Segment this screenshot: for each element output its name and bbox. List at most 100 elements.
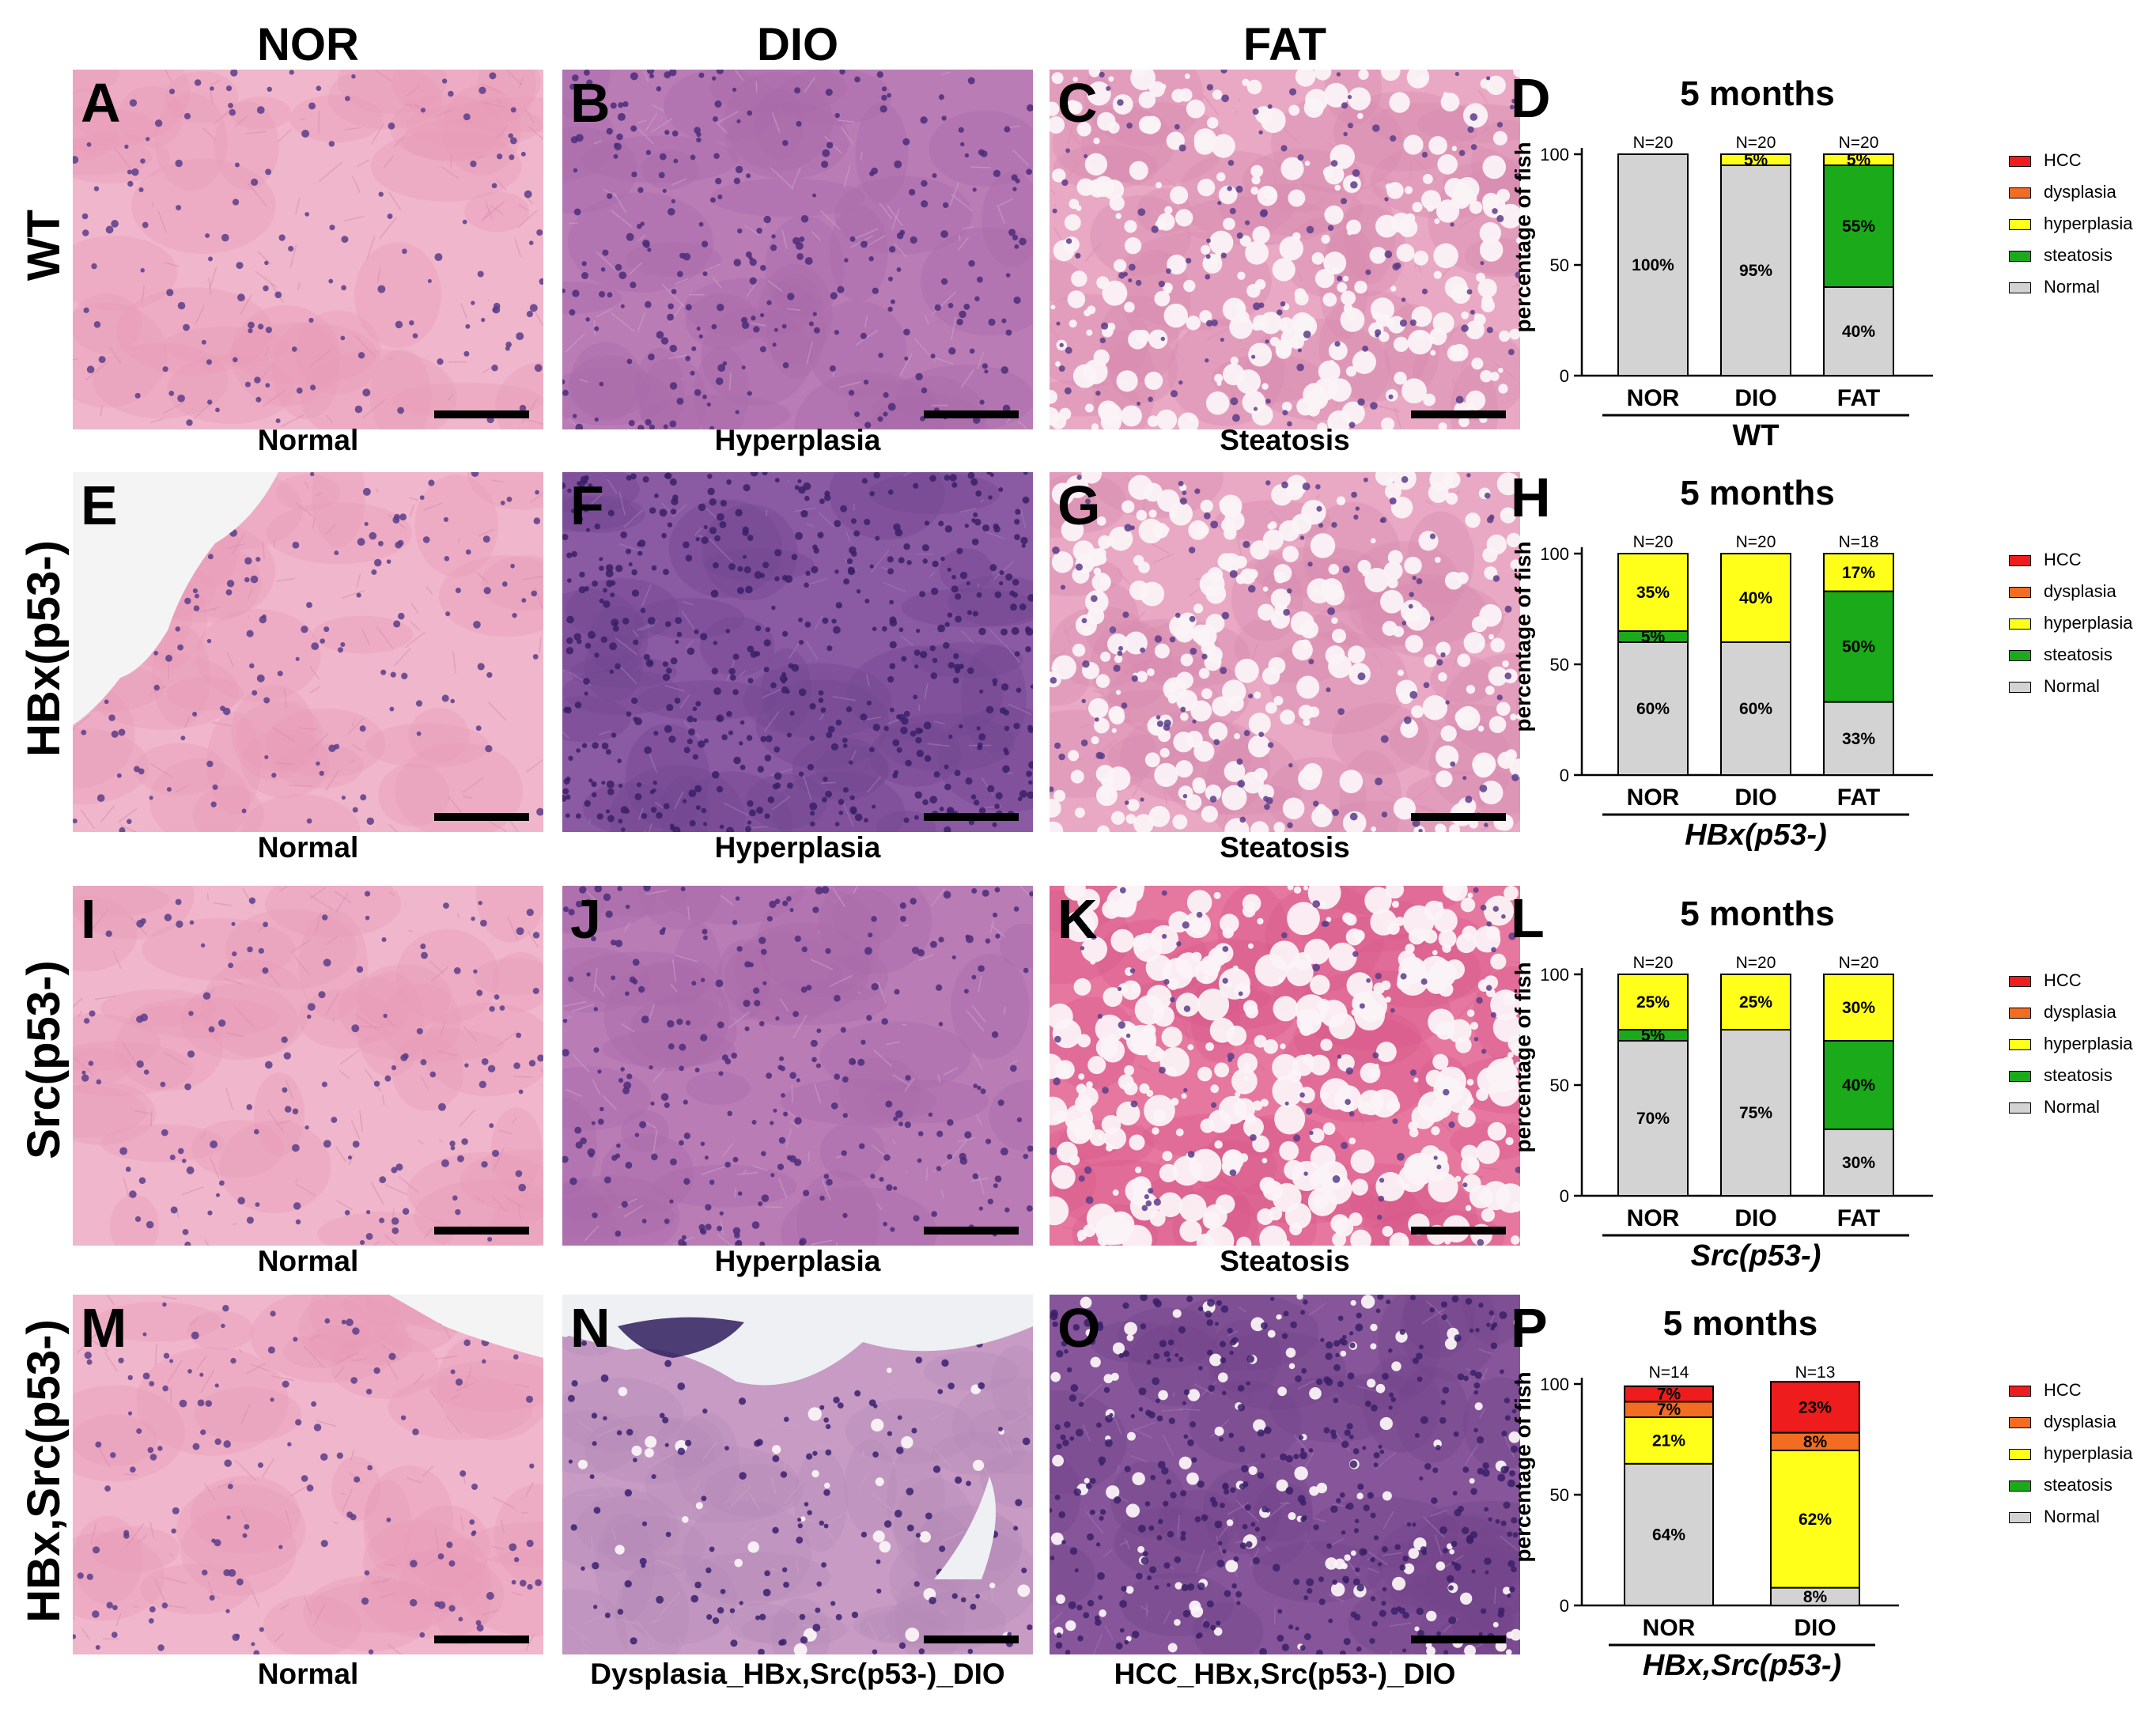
row-header-wt: WT (18, 209, 70, 282)
bar-value-label: 100% (1632, 256, 1674, 274)
x-tick-label: DIO (1734, 385, 1776, 411)
y-tick-label: 0 (1560, 366, 1569, 386)
legend-swatch (2009, 1512, 2031, 1523)
sample-size-label: N=20 (1736, 533, 1776, 551)
histology-panel-c: C (1050, 70, 1520, 429)
legend-label: steatosis (2044, 1475, 2113, 1495)
chart-title: 5 months (1680, 474, 1835, 512)
bar-segment-hyperplasia (1720, 553, 1791, 643)
sample-size-label: N=20 (1839, 134, 1879, 152)
tissue-image (73, 1295, 543, 1654)
bar-value-label: 7% (1657, 1401, 1681, 1419)
legend-label: Normal (2044, 1097, 2100, 1117)
bar-value-label: 40% (1842, 1076, 1875, 1095)
bar-value-label: 30% (1842, 999, 1875, 1017)
panel-caption: HCC_HBx,Src(p53-)_DIO (1114, 1658, 1456, 1690)
legend-swatch (2009, 282, 2031, 293)
scale-bar (1411, 813, 1506, 821)
column-header-fat: FAT (1243, 19, 1327, 70)
y-tick-label: 50 (1550, 1076, 1569, 1095)
scale-bar (1411, 410, 1506, 418)
legend-swatch (2009, 587, 2031, 598)
bar-value-label: 60% (1739, 700, 1772, 718)
tissue-image (73, 70, 543, 429)
legend-swatch (2009, 976, 2031, 987)
histology-panel-m: M (73, 1295, 543, 1654)
tissue-image (73, 472, 543, 832)
y-tick-label: 50 (1550, 255, 1569, 275)
y-tick-label: 100 (1540, 965, 1569, 985)
legend-label: Normal (2044, 1507, 2100, 1526)
sample-size-label: N=20 (1839, 954, 1879, 972)
legend-label: dysplasia (2044, 581, 2116, 601)
legend-label: steatosis (2044, 1065, 2113, 1085)
panel-letter: O (1057, 1297, 1101, 1359)
x-tick-label: FAT (1837, 785, 1880, 811)
bar-segment-normal (1823, 701, 1894, 777)
tissue-image (562, 1295, 1033, 1654)
scale-bar (924, 410, 1019, 418)
histology-panel-g: G (1050, 472, 1520, 832)
scale-bar (924, 1227, 1019, 1235)
bar-value-label: 35% (1636, 584, 1670, 602)
legend-label: Normal (2044, 676, 2100, 696)
panel-letter: C (1057, 72, 1098, 134)
bar-value-label: 62% (1799, 1511, 1832, 1529)
bar-segment-hyperplasia (1823, 974, 1894, 1042)
panel-caption: Steatosis (1220, 831, 1350, 864)
y-tick-label: 0 (1560, 1596, 1569, 1616)
column-header-nor: NOR (257, 19, 359, 70)
chart-title: 5 months (1662, 1304, 1818, 1343)
legend-swatch (2009, 682, 2031, 693)
x-tick-label: NOR (1627, 1205, 1680, 1231)
legend-swatch (2009, 1480, 2031, 1492)
tissue-image (562, 472, 1033, 832)
x-tick-label: FAT (1837, 1205, 1880, 1231)
panel-letter: F (570, 475, 604, 536)
bar-value-label: 8% (1803, 1588, 1828, 1606)
bar-value-label: 40% (1842, 323, 1875, 341)
histology-panel-k: K (1050, 886, 1520, 1246)
bar-segment-steatosis (1823, 1040, 1894, 1130)
scale-bar (434, 1635, 529, 1643)
scale-bar (1411, 1635, 1506, 1643)
histology-panel-j: J (562, 886, 1033, 1246)
panel-letter: G (1057, 475, 1101, 536)
bar-segment-normal (1720, 641, 1791, 776)
legend-label: steatosis (2044, 645, 2113, 664)
panel-letter: I (81, 888, 96, 950)
bar-value-label: 55% (1842, 217, 1875, 236)
legend-swatch (2009, 251, 2031, 262)
bar-segment-hyperplasia (1823, 153, 1894, 166)
scale-bar (434, 1227, 529, 1235)
panel-caption: Steatosis (1220, 1245, 1350, 1277)
legend-label: hyperplasia (2044, 613, 2133, 633)
x-tick-label: NOR (1627, 385, 1680, 411)
stacked-bar-plot: 050100100%N=20NOR95%5%N=20DIO40%55%5%N=2… (1540, 134, 1933, 417)
panel-caption: Hyperplasia (714, 1245, 881, 1277)
legend-label: HCC (2044, 550, 2082, 569)
bar-value-label: 25% (1739, 993, 1772, 1012)
legend-label: HCC (2044, 1380, 2082, 1400)
x-tick-label: DIO (1734, 785, 1776, 811)
group-label: HBx(p53-) (1685, 819, 1827, 852)
legend-swatch (2009, 650, 2031, 661)
bar-segment-normal (1720, 164, 1791, 376)
panel-letter: N (570, 1297, 611, 1359)
bar-value-label: 23% (1799, 1398, 1832, 1416)
bar-value-label: 95% (1739, 262, 1772, 280)
legend-swatch (2009, 555, 2031, 566)
legend-label: hyperplasia (2044, 1034, 2133, 1053)
panel-caption: Hyperplasia (714, 424, 881, 456)
legend-label: HCC (2044, 970, 2082, 990)
tissue-image (1050, 70, 1520, 429)
panel-letter: A (81, 72, 121, 134)
group-label: HBx,Src(p53-) (1642, 1649, 1842, 1682)
y-tick-label: 0 (1560, 766, 1569, 785)
panel-caption: Hyperplasia (714, 831, 881, 864)
bar-value-label: 30% (1842, 1154, 1875, 1172)
row-header-hbx: HBx(p53-) (18, 540, 70, 757)
histology-panel-e: E (73, 472, 543, 832)
stacked-bar-plot: 0 50 100 60% 5% 35% N=20 NOR 60% 40% N=20 DIO 33% 50%… (1540, 533, 1933, 816)
bar-value-label: 33% (1842, 730, 1875, 748)
